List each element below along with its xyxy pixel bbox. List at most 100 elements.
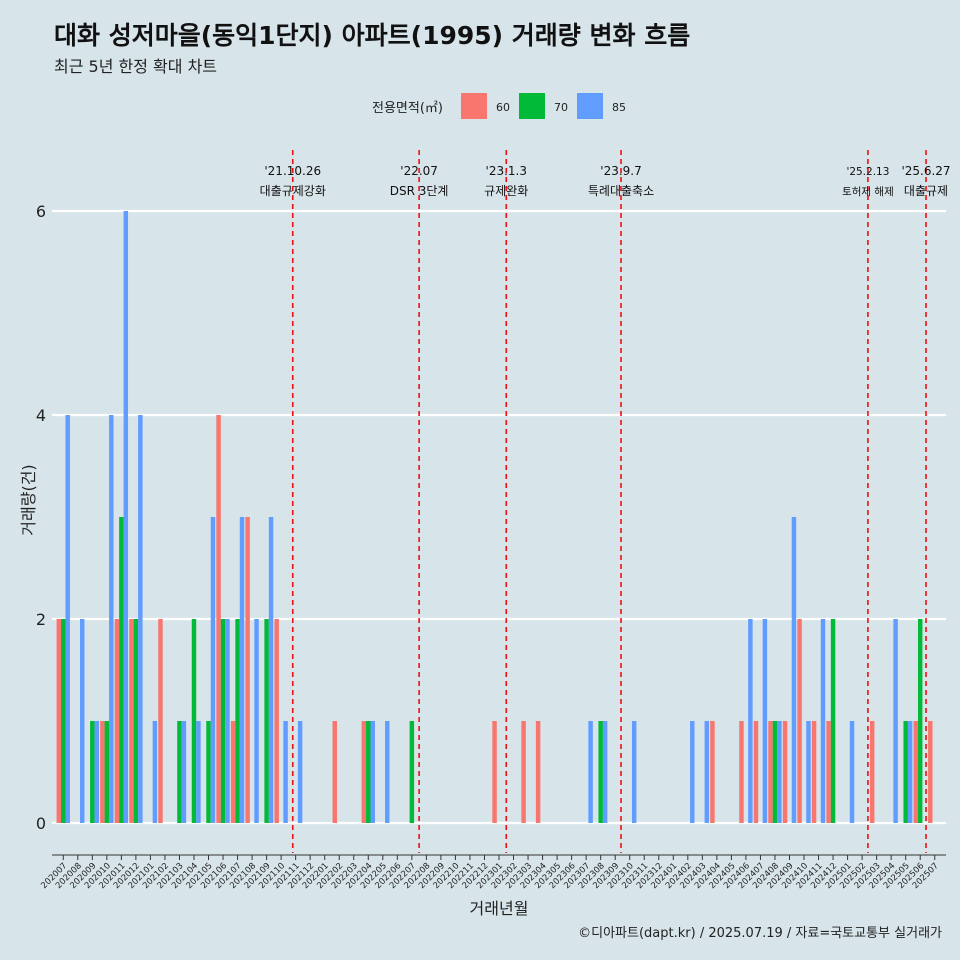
bar-70-202308 [598,721,603,823]
event-label: 특례대출축소 [588,184,654,198]
bar-60-202106 [216,415,221,823]
bar-60-202110 [274,619,279,823]
bar-60-202506 [913,721,918,823]
bar-85-202403 [704,721,710,823]
bar-70-202007 [61,619,66,823]
bar-60-202406 [739,721,744,823]
event-label: 대출규제 [904,184,948,198]
bar-60-202012 [129,619,134,823]
bar-60-202410 [797,619,802,823]
y-tick-label: 6 [36,202,46,221]
event-date: '25.6.27 [901,164,950,178]
page-title: 대화 성저마을(동익1단지) 아파트(1995) 거래량 변화 흐름 [54,21,691,50]
event-label: DSR 3단계 [390,184,449,198]
event-date: '22.07 [400,164,438,178]
bar-85-202010 [109,415,114,823]
bar-85-202108 [254,619,259,823]
bar-60-202404 [710,721,715,823]
bar-70-202103 [177,721,182,823]
bar-85-202009 [94,721,99,823]
bar-85-202011 [123,211,129,823]
bar-60-202412 [826,721,831,823]
bar-60-202011 [114,619,120,823]
y-axis-title: 거래량(건) [19,464,38,535]
bar-85-202409 [791,517,797,823]
event-date: '25.2.13 [846,166,889,178]
bar-60-202202 [332,721,338,823]
bar-60-202010 [100,721,105,823]
legend-label-60: 60 [496,101,510,114]
legend-swatch-85 [577,93,603,119]
event-date: '23.9.7 [600,164,641,178]
bar-70-202408 [772,721,778,823]
bar-85-202007 [65,415,70,823]
bar-70-202105 [206,721,211,823]
bar-60-202303 [521,721,526,823]
page-subtitle: 최근 5년 한정 확대 차트 [54,57,218,76]
bar-85-202106 [225,619,230,823]
bar-60-202301 [492,721,497,823]
bar-60-202102 [158,619,163,823]
y-tick-label: 2 [36,610,46,629]
bar-85-202406 [748,619,753,823]
y-tick-label: 0 [36,814,46,833]
bar-70-202204 [366,721,371,823]
bar-85-202504 [893,619,898,823]
bar-85-202410 [806,721,811,823]
bar-85-202411 [820,619,826,823]
bar-85-202008 [80,619,85,823]
bar-85-202501 [849,721,855,823]
bar-85-202204 [370,721,375,823]
bar-85-202407 [762,619,768,823]
bar-60-202007 [56,619,62,823]
bar-85-202402 [690,721,695,823]
bar-70-202106 [220,619,226,823]
bar-60-202204 [361,721,367,823]
bar-60-202304 [535,721,541,823]
bar-85-202105 [210,517,216,823]
bar-70-202412 [830,619,836,823]
y-tick-label: 4 [36,406,46,425]
legend: 전용면적(㎡) 60 70 85 [372,93,626,119]
bar-85-202111 [297,721,303,823]
bar-85-202505 [907,721,913,823]
bar-60-202409 [782,721,788,823]
bar-70-202505 [903,721,908,823]
bar-70-202506 [917,619,923,823]
legend-swatch-70 [519,93,545,119]
bar-60-202107 [230,721,236,823]
bars [56,211,933,823]
bar-85-202308 [602,721,608,823]
event-date: '21.10.26 [264,164,321,178]
bar-70-202104 [191,619,197,823]
bar-85-202205 [385,721,390,823]
bar-85-202109 [268,517,274,823]
bar-70-202012 [133,619,139,823]
legend-swatch-60 [461,93,487,119]
bar-60-202507 [928,721,933,823]
event-label: 토허제 해제 [842,185,894,198]
event-lines: '21.10.26 대출규제강화 '22.07 DSR 3단계 '23.1.3 규제완화 '… [260,150,951,853]
event-label: 규제완화 [484,184,528,198]
grid [52,209,946,825]
bar-85-202012 [138,415,143,823]
bar-70-202109 [264,619,269,823]
bar-60-202407 [753,721,759,823]
bar-85-202107 [239,517,245,823]
legend-title: 전용면적(㎡) [372,101,443,116]
bar-60-202411 [811,721,817,823]
bar-60-202408 [768,721,773,823]
x-axis-title: 거래년월 [470,899,529,918]
bar-70-202009 [90,721,95,823]
bar-85-202307 [588,721,593,823]
bar-70-202011 [119,517,124,823]
legend-label-85: 85 [612,101,626,114]
bar-60-202503 [869,721,875,823]
bar-60-202108 [245,517,250,823]
bar-85-202101 [152,721,158,823]
bar-85-202408 [777,721,782,823]
bar-85-202310 [631,721,637,823]
bar-70-202207 [409,721,415,823]
bar-70-202010 [104,721,110,823]
bar-70-202107 [235,619,240,823]
